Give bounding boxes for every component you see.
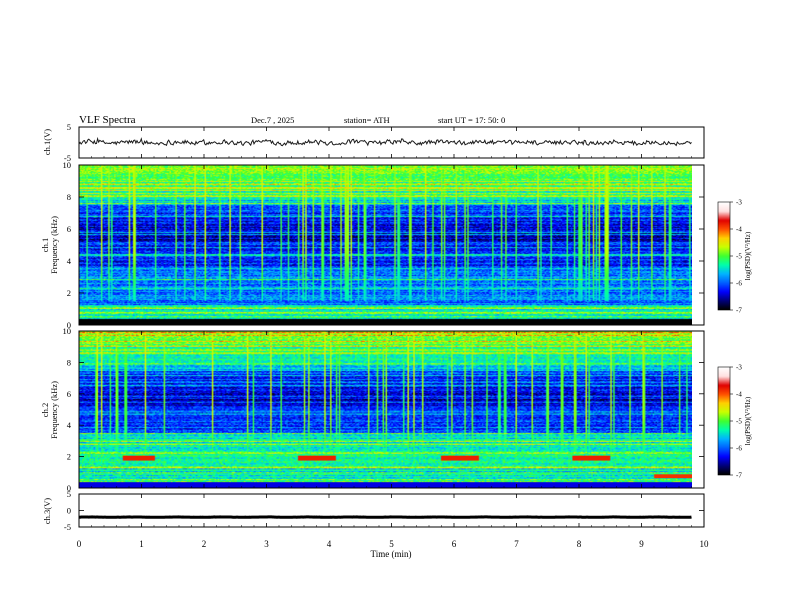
ch1-freq-tick-label: 0 [67, 320, 71, 330]
time-tick-label: 4 [327, 539, 332, 549]
ch2-freq-tick-label: 8 [67, 357, 71, 367]
ch1-y-tick-label: -5 [64, 153, 71, 163]
ch1-spec-ylabel-frequency: Frequency (kHz) [49, 216, 59, 274]
time-tick-label: 9 [639, 539, 644, 549]
ch2-colorbar-tick-label: -6 [736, 445, 742, 453]
ch1-colorbar-tick-label: -6 [736, 280, 742, 288]
ch1-spec-ylabel-channel: ch.1 [40, 238, 50, 252]
time-tick-label: 6 [452, 539, 457, 549]
ch1-freq-tick-label: 6 [67, 224, 71, 234]
ch1-colorbar-label: log(PSD)(V²/Hz) [744, 231, 752, 280]
ch1-freq-tick-label: 10 [63, 160, 72, 170]
ch1-spectrogram-image [79, 165, 692, 325]
ch1-ylabel: ch.1(V) [42, 129, 52, 155]
ch3-y-ticks: 5 0 -5 [64, 489, 704, 532]
time-tick-label: 0 [77, 539, 82, 549]
date-label: Dec.7 , 2025 [251, 115, 294, 125]
ch3-y-tick-label: 5 [67, 489, 71, 499]
station-label: station= ATH [344, 115, 390, 125]
ch1-y-ticks: 5 -5 [64, 122, 704, 163]
ch2-freq-tick-label: 2 [67, 452, 71, 462]
time-tick-label: 1 [139, 539, 144, 549]
ch1-waveform-line [78, 136, 692, 147]
ch1-colorbar-ticks: -3 -4 -5 -6 -7 [730, 199, 742, 315]
ch2-colorbar-tick-label: -5 [736, 418, 742, 426]
ch1-waveform-panel: 5 -5 ch.1(V) [42, 122, 705, 163]
ch2-spec-ylabel-frequency: Frequency (kHz) [49, 381, 59, 439]
start-ut-label: start UT = 17: 50: 0 [438, 115, 505, 125]
time-axis-ticks: 0 1 2 3 4 5 6 7 8 9 10 [77, 127, 709, 549]
ch2-spec-ylabel-channel: ch.2 [40, 403, 50, 417]
ch3-y-tick-label: -5 [64, 522, 71, 532]
ch1-colorbar-tick-label: -3 [736, 199, 742, 207]
ch3-axes-frame [78, 493, 705, 528]
ch1-freq-tick-label: 4 [67, 256, 72, 266]
ch1-freq-ticks: 0 2 4 6 8 10 [63, 160, 704, 330]
time-tick-label: 7 [514, 539, 519, 549]
ch3-ylabel: ch.3(V) [42, 498, 52, 524]
time-tick-label: 3 [264, 539, 269, 549]
ch1-y-tick-label: 5 [67, 122, 71, 132]
ch2-colorbar-ticks: -3 -4 -5 -6 -7 [730, 364, 742, 480]
ch3-y-tick-label: 0 [67, 506, 71, 516]
ch1-freq-tick-label: 8 [67, 192, 71, 202]
ch2-freq-tick-label: 0 [67, 483, 71, 493]
ch1-colorbar-tick-label: -4 [736, 226, 742, 234]
ch2-colorbar-label: log(PSD)(V²/Hz) [744, 396, 752, 445]
ch2-colorbar [718, 367, 730, 475]
ch1-colorbar [718, 202, 730, 310]
ch2-spectrogram-image [79, 331, 692, 488]
time-tick-label: 5 [389, 539, 394, 549]
time-tick-label: 2 [202, 539, 207, 549]
ch2-colorbar-tick-label: -3 [736, 364, 742, 372]
ch2-freq-tick-label: 6 [67, 389, 71, 399]
ch2-freq-ticks: 0 2 4 6 8 10 [63, 326, 704, 493]
time-tick-label: 10 [700, 539, 710, 549]
ch2-freq-tick-label: 4 [67, 420, 72, 430]
time-tick-label: 8 [577, 539, 582, 549]
figure-title: VLF Spectra [79, 114, 136, 126]
ch2-colorbar-tick-label: -7 [736, 472, 742, 480]
ch1-colorbar-tick-label: -7 [736, 307, 742, 315]
ch1-freq-tick-label: 2 [67, 288, 71, 298]
ch2-colorbar-tick-label: -4 [736, 391, 742, 399]
ch3-waveform-panel: 5 0 -5 ch.3(V) [42, 489, 705, 532]
time-axis-label: Time (min) [371, 549, 412, 559]
ch2-freq-tick-label: 10 [63, 326, 72, 336]
ch1-colorbar-tick-label: -5 [736, 253, 742, 261]
